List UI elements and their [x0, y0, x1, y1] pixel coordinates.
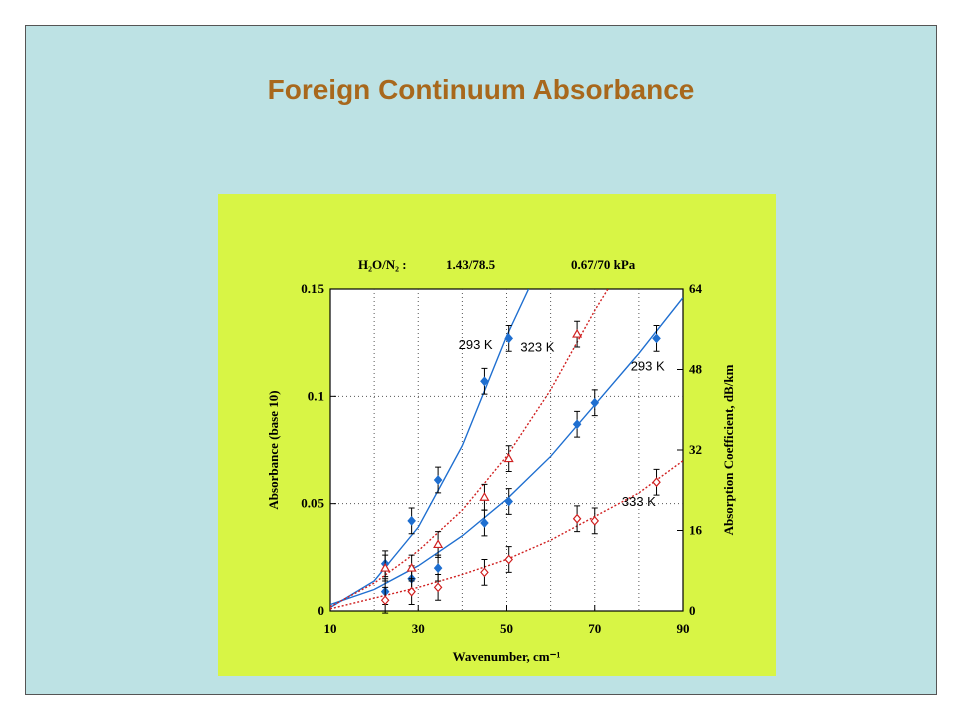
data-point [504, 496, 514, 507]
data-point [433, 475, 443, 485]
x-tick-label: 30 [412, 621, 425, 636]
data-point [503, 453, 514, 463]
slide: Foreign Continuum Absorbance 10 30 50 70 90 0… [25, 25, 937, 695]
y-tick-label: 0 [318, 603, 325, 618]
data-point [380, 595, 390, 606]
data-point [572, 328, 583, 338]
x-axis-label: Wavenumber, cm⁻¹ [453, 649, 561, 664]
x-tick-label: 50 [500, 621, 513, 636]
y-axis-label: Absorbance (base 10) [266, 390, 281, 509]
x-tick-label: 90 [677, 621, 690, 636]
y-tick-label: 0.1 [308, 388, 324, 403]
data-point [433, 563, 443, 573]
data-point [480, 518, 489, 528]
chart-title: Foreign Continuum Absorbance [267, 74, 695, 105]
data-point [407, 586, 416, 597]
x-tick-label: 70 [588, 621, 601, 636]
data-point [480, 567, 489, 578]
fit-line [330, 289, 609, 608]
y-tick-label: 0.15 [301, 281, 324, 296]
data-point [652, 333, 661, 344]
data-point [479, 492, 490, 501]
data-point [572, 513, 582, 524]
data-point [590, 515, 600, 526]
annotation: 293 K [631, 359, 665, 374]
annotation: 323 K [520, 339, 554, 354]
y2-axis-label: Absorption Coefficient, dB/km [721, 364, 736, 535]
y2-tick-label: 32 [689, 442, 702, 457]
data-point [572, 419, 582, 430]
y2-tick-label: 0 [689, 603, 696, 618]
y2-tick-label: 64 [689, 281, 703, 296]
data-point [652, 477, 661, 488]
data-point [407, 515, 416, 526]
y2-tick-label: 48 [689, 362, 703, 377]
data-point [590, 397, 600, 408]
data-point [433, 582, 443, 593]
annotation: 293 K [459, 337, 493, 352]
y-tick-label: 0.05 [301, 496, 324, 511]
fit-line [330, 460, 683, 610]
data-point [480, 376, 489, 387]
annotation: 333 K [622, 494, 656, 509]
header-text: 1.43/78.5 [446, 257, 496, 272]
data-point [433, 539, 444, 549]
data-point [406, 562, 417, 572]
fit-line [330, 289, 530, 609]
data-point [504, 333, 514, 344]
y2-tick-label: 16 [689, 523, 703, 538]
header-text: 0.67/70 kPa [571, 257, 636, 272]
x-tick-label: 10 [324, 621, 337, 636]
header-text: H₂O/N₂ : [358, 257, 407, 272]
data-point [504, 554, 514, 565]
chart: 10 30 50 70 90 0 0.05 0.1 0.15 0 16 32 48 64 Wavenumbe… [218, 194, 776, 676]
data-point [380, 562, 391, 572]
